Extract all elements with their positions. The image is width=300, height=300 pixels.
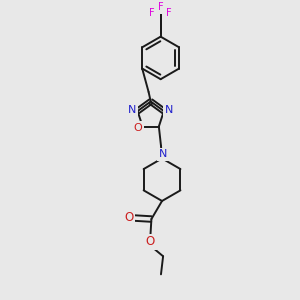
Text: F: F bbox=[149, 8, 155, 18]
Text: N: N bbox=[165, 105, 173, 115]
Text: F: F bbox=[166, 8, 172, 18]
Text: N: N bbox=[159, 149, 167, 159]
Text: N: N bbox=[128, 105, 136, 115]
Text: O: O bbox=[146, 235, 155, 248]
Text: F: F bbox=[158, 2, 164, 12]
Text: O: O bbox=[124, 212, 133, 224]
Text: O: O bbox=[134, 123, 142, 133]
